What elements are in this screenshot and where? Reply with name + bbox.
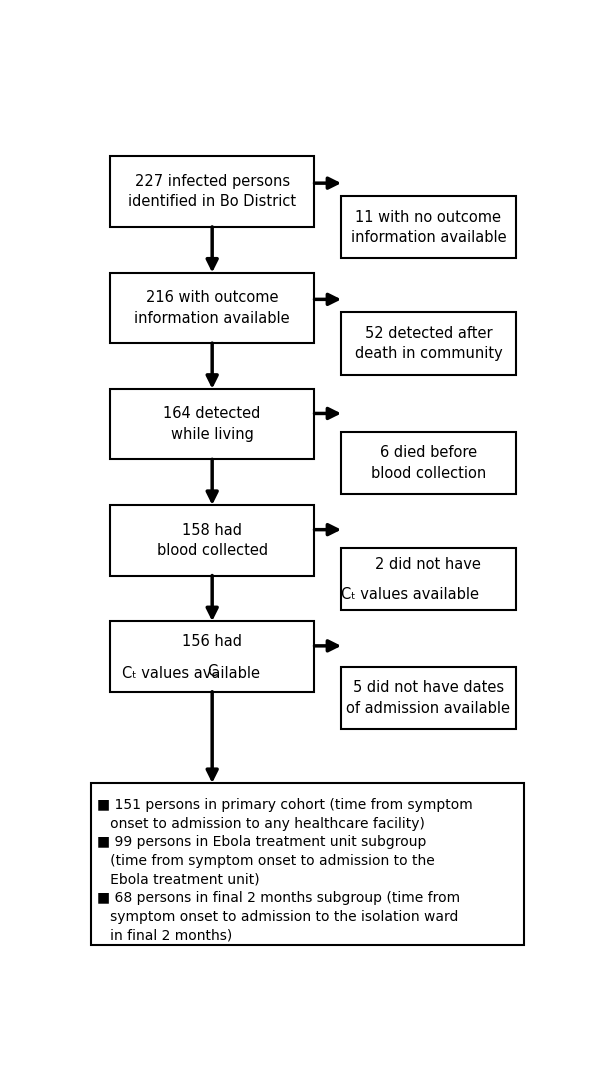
FancyBboxPatch shape (110, 389, 314, 459)
Text: Cₜ values available: Cₜ values available (122, 665, 260, 680)
FancyBboxPatch shape (341, 313, 515, 375)
Text: symptom onset to admission to the isolation ward: symptom onset to admission to the isolat… (97, 910, 458, 924)
Text: in final 2 months): in final 2 months) (97, 929, 232, 942)
FancyBboxPatch shape (341, 667, 515, 729)
Text: ■ 99 persons in Ebola treatment unit subgroup: ■ 99 persons in Ebola treatment unit sub… (97, 835, 426, 849)
Text: 6 died before
blood collection: 6 died before blood collection (371, 445, 486, 481)
Text: 216 with outcome
information available: 216 with outcome information available (134, 290, 290, 326)
FancyBboxPatch shape (341, 432, 515, 494)
FancyBboxPatch shape (110, 621, 314, 692)
FancyBboxPatch shape (110, 156, 314, 226)
FancyBboxPatch shape (110, 273, 314, 343)
Text: (time from symptom onset to admission to the: (time from symptom onset to admission to… (97, 854, 434, 868)
Text: C: C (207, 664, 217, 679)
Text: ■ 68 persons in final 2 months subgroup (time from: ■ 68 persons in final 2 months subgroup … (97, 892, 460, 906)
Text: 227 infected persons
identified in Bo District: 227 infected persons identified in Bo Di… (128, 174, 296, 209)
Text: Cₜ values available: Cₜ values available (341, 586, 479, 602)
Text: 2 did not have: 2 did not have (376, 557, 481, 571)
Text: 156 had: 156 had (182, 634, 242, 649)
Text: onset to admission to any healthcare facility): onset to admission to any healthcare fac… (97, 817, 425, 831)
Text: Ebola treatment unit): Ebola treatment unit) (97, 873, 259, 887)
Text: 52 detected after
death in community: 52 detected after death in community (355, 326, 502, 361)
FancyBboxPatch shape (341, 196, 515, 259)
FancyBboxPatch shape (341, 548, 515, 610)
Text: 5 did not have dates
of admission available: 5 did not have dates of admission availa… (346, 680, 511, 716)
Text: ■ 151 persons in primary cohort (time from symptom: ■ 151 persons in primary cohort (time fr… (97, 798, 473, 812)
Text: 158 had
blood collected: 158 had blood collected (157, 523, 268, 558)
Text: 164 detected
while living: 164 detected while living (163, 406, 261, 442)
Text: 11 with no outcome
information available: 11 with no outcome information available (350, 209, 506, 245)
FancyBboxPatch shape (110, 505, 314, 576)
FancyBboxPatch shape (91, 783, 524, 945)
